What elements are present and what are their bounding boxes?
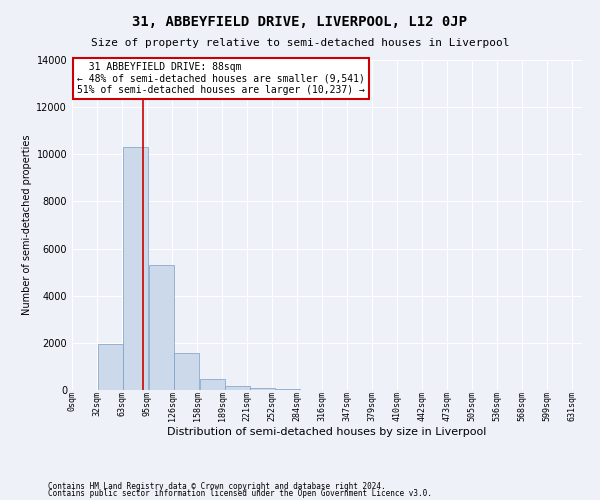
Bar <box>173 354 199 390</box>
Text: Contains public sector information licensed under the Open Government Licence v3: Contains public sector information licen… <box>48 489 432 498</box>
Bar <box>199 380 224 390</box>
Bar <box>275 388 301 390</box>
Bar <box>98 344 123 390</box>
Bar <box>149 265 173 390</box>
Text: 31, ABBEYFIELD DRIVE, LIVERPOOL, L12 0JP: 31, ABBEYFIELD DRIVE, LIVERPOOL, L12 0JP <box>133 15 467 29</box>
Text: Size of property relative to semi-detached houses in Liverpool: Size of property relative to semi-detach… <box>91 38 509 48</box>
Text: Contains HM Land Registry data © Crown copyright and database right 2024.: Contains HM Land Registry data © Crown c… <box>48 482 386 491</box>
Bar <box>224 386 250 390</box>
X-axis label: Distribution of semi-detached houses by size in Liverpool: Distribution of semi-detached houses by … <box>167 427 487 437</box>
Y-axis label: Number of semi-detached properties: Number of semi-detached properties <box>22 134 32 316</box>
Bar <box>123 147 148 390</box>
Text: 31 ABBEYFIELD DRIVE: 88sqm  
← 48% of semi-detached houses are smaller (9,541)
5: 31 ABBEYFIELD DRIVE: 88sqm ← 48% of semi… <box>77 62 365 95</box>
Bar <box>250 388 275 390</box>
